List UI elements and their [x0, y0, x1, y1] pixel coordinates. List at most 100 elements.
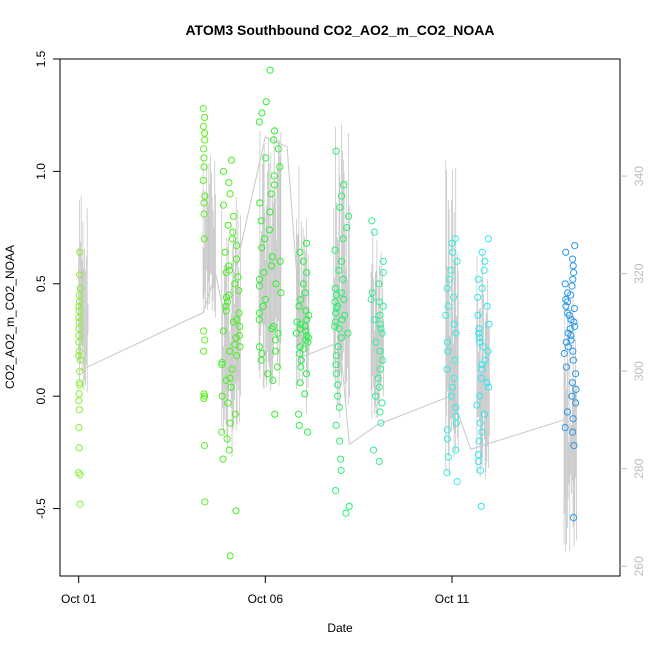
data-point-s9-32 [565, 311, 573, 319]
data-point-s9-38 [567, 291, 575, 299]
data-point-s9-5 [563, 408, 572, 416]
data-point-s3-22 [265, 226, 273, 234]
data-point-s6-19 [379, 268, 387, 277]
data-point-s9-3 [561, 424, 569, 432]
data-point-s9-28 [562, 248, 570, 256]
data-point-s1-19 [201, 113, 209, 122]
data-point-s7-19 [444, 302, 452, 310]
data-point-s0-0 [76, 500, 84, 508]
data-point-s8-1 [476, 466, 485, 474]
data-point-s6-7 [374, 374, 382, 382]
data-point-s8-12 [478, 365, 486, 373]
data-point-s9-31 [570, 318, 578, 326]
data-point-s5-5 [336, 437, 344, 445]
data-point-s3-26 [267, 190, 275, 198]
data-point-s3-6 [255, 343, 263, 351]
y-tick-label: 1.0 [34, 163, 48, 180]
secondary-trace-layer [78, 123, 577, 552]
data-point-s0-4 [75, 424, 83, 432]
data-point-s0-2 [75, 469, 83, 477]
data-point-s0-23 [76, 284, 84, 292]
data-point-s2-31 [221, 248, 229, 256]
data-point-s8-20 [474, 293, 482, 301]
data-point-s2-37 [219, 201, 228, 209]
data-point-s1-14 [200, 154, 208, 162]
data-point-s3-30 [262, 154, 270, 162]
data-point-s7-18 [442, 311, 450, 319]
data-point-s5-12 [332, 352, 340, 360]
data-point-s2-21 [235, 309, 243, 317]
data-point-s2-7 [231, 410, 239, 418]
y-tick-label: -0.5 [34, 498, 48, 519]
data-point-s9-34 [562, 338, 570, 346]
data-point-s4-1 [295, 421, 303, 429]
data-point-s3-37 [266, 66, 274, 74]
data-point-s8-0 [477, 502, 485, 510]
data-point-s7-0 [453, 478, 461, 486]
data-point-s6-24 [371, 316, 379, 324]
data-point-s3-1 [269, 376, 277, 384]
data-point-s2-27 [234, 273, 242, 281]
data-point-s5-6 [332, 421, 340, 429]
data-point-s0-9 [76, 379, 84, 387]
data-point-s6-21 [370, 228, 378, 236]
data-point-s7-6 [452, 419, 460, 427]
data-point-s0-5 [75, 406, 83, 414]
data-point-s3-19 [268, 253, 276, 261]
data-point-s5-21 [331, 284, 339, 292]
data-point-s5-28 [345, 212, 353, 220]
y2-tick-label: 300 [632, 361, 646, 381]
data-point-s6-10 [376, 347, 384, 355]
data-point-s2-39 [225, 179, 233, 187]
data-point-s2-25 [235, 286, 243, 295]
data-point-s9-35 [570, 304, 579, 313]
data-point-s0-11 [77, 356, 85, 364]
data-point-s3-20 [258, 244, 266, 252]
data-point-s0-7 [75, 390, 83, 398]
data-point-s7-12 [443, 365, 451, 373]
data-point-s3-4 [257, 356, 265, 364]
data-point-s7-5 [443, 426, 451, 434]
data-point-s3-23 [257, 217, 265, 225]
data-point-s5-29 [336, 203, 344, 211]
data-point-s7-25 [449, 248, 457, 256]
data-point-s5-27 [343, 224, 351, 232]
data-point-s5-26 [339, 235, 347, 243]
data-point-s9-10 [572, 370, 580, 378]
data-point-s5-32 [332, 147, 340, 155]
data-point-s3-16 [256, 275, 264, 283]
data-point-s9-2 [569, 428, 577, 436]
data-point-s2-32 [233, 242, 241, 250]
data-point-s2-18 [219, 327, 227, 335]
data-point-s1-4 [200, 390, 208, 398]
data-point-s2-12 [228, 365, 236, 373]
data-point-s2-9 [218, 392, 226, 400]
data-point-s2-3 [225, 446, 233, 454]
data-point-s2-34 [229, 228, 237, 236]
data-points-layer [75, 66, 580, 560]
data-point-s1-10 [200, 199, 208, 207]
data-point-s5-9 [334, 381, 342, 389]
data-point-s4-10 [304, 338, 312, 346]
data-point-s5-7 [335, 403, 343, 411]
data-point-s4-28 [302, 327, 310, 335]
data-point-s1-8 [200, 235, 208, 243]
data-point-s4-25 [302, 239, 311, 247]
data-point-s5-36 [337, 289, 345, 297]
x-tick-label: Oct 11 [435, 592, 470, 606]
data-point-s8-4 [475, 437, 483, 445]
data-point-s0-12 [75, 352, 83, 360]
data-point-s3-40 [272, 280, 280, 288]
data-point-s1-17 [200, 129, 209, 137]
data-point-s0-17 [75, 318, 83, 326]
data-point-s7-1 [443, 469, 451, 477]
data-point-s7-7 [452, 412, 460, 420]
data-point-s2-40 [219, 167, 228, 175]
y2-tick-label: 320 [632, 263, 646, 283]
data-point-s4-7 [297, 356, 305, 364]
data-point-s1-9 [200, 210, 208, 218]
data-point-s4-3 [301, 390, 309, 398]
data-point-s3-29 [276, 163, 284, 171]
data-point-s8-10 [485, 383, 493, 391]
data-point-s3-25 [256, 199, 264, 207]
